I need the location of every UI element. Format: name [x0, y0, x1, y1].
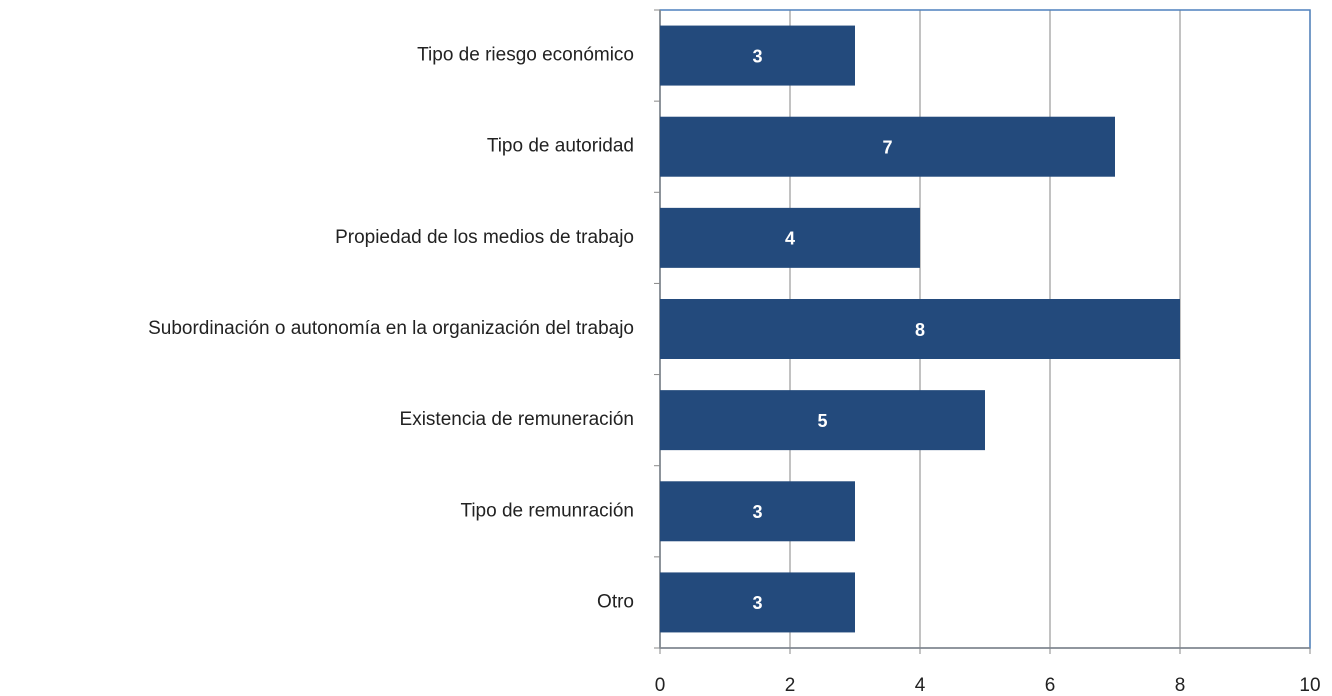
data-label: 3	[752, 593, 762, 613]
y-tick-label: Otro	[597, 591, 634, 612]
y-tick-label: Tipo de remunración	[460, 500, 634, 521]
data-label: 8	[915, 320, 925, 340]
bar	[660, 572, 855, 633]
data-label: 3	[752, 46, 762, 66]
y-tick-label: Subordinación o autonomía en la organiza…	[148, 318, 634, 339]
bar	[660, 390, 985, 451]
data-label: 7	[882, 137, 892, 157]
y-tick-label: Tipo de autoridad	[487, 136, 634, 157]
x-tick-label: 4	[915, 675, 926, 696]
bar	[660, 116, 1115, 177]
bar	[660, 25, 855, 86]
data-label: 4	[785, 229, 795, 249]
y-tick-label: Tipo de riesgo económico	[417, 45, 634, 66]
y-tick-label: Existencia de remuneración	[400, 409, 634, 430]
data-label: 5	[817, 411, 827, 431]
bar	[660, 207, 920, 268]
x-tick-label: 0	[655, 675, 666, 696]
y-tick-label: Propiedad de los medios de trabajo	[335, 227, 634, 248]
data-label: 3	[752, 502, 762, 522]
x-tick-label: 8	[1175, 675, 1186, 696]
x-tick-label: 10	[1299, 675, 1320, 696]
bar	[660, 481, 855, 542]
x-tick-label: 6	[1045, 675, 1056, 696]
bar	[660, 299, 1180, 359]
x-tick-label: 2	[785, 675, 796, 696]
